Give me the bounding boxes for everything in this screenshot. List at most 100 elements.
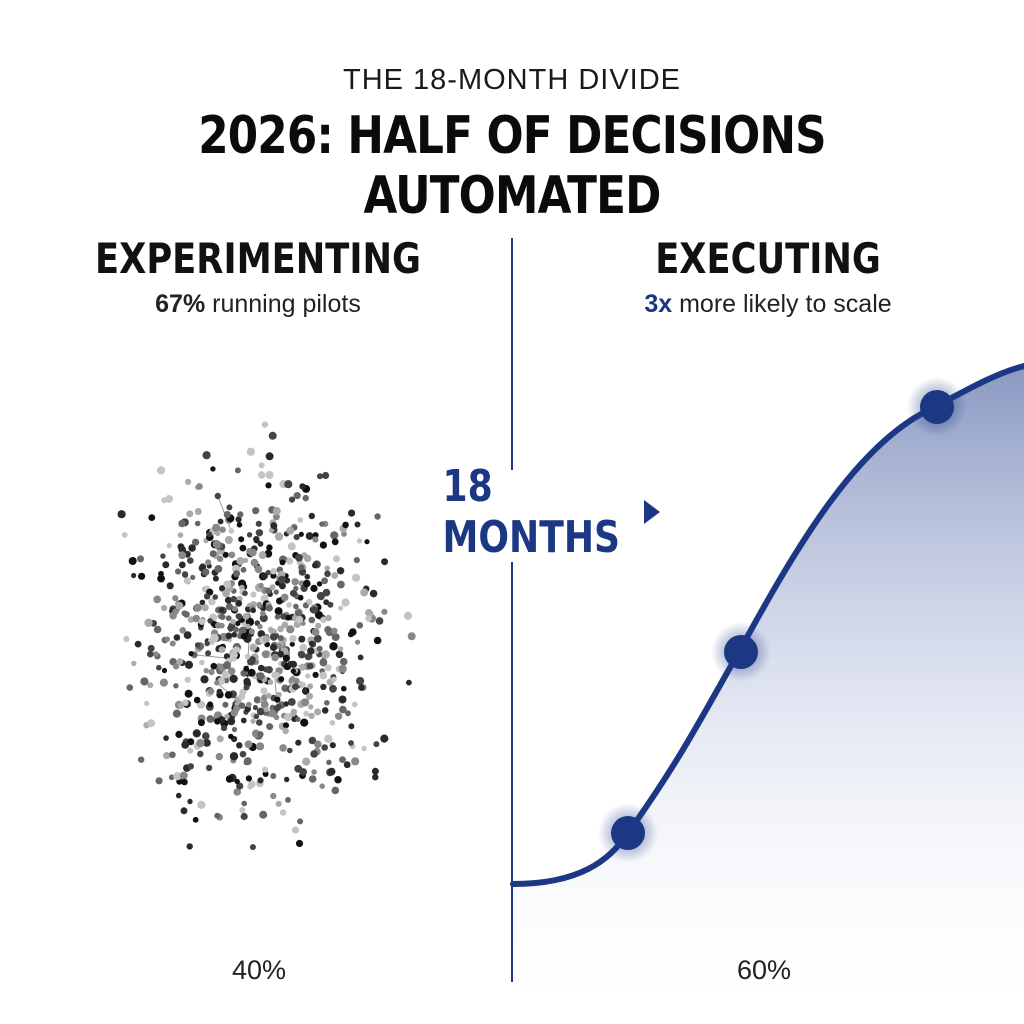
scatter-dot xyxy=(348,509,356,517)
scatter-dot xyxy=(295,553,303,562)
scatter-dot xyxy=(265,666,273,674)
scatter-dot xyxy=(261,421,269,428)
scatter-dot xyxy=(406,679,412,686)
scatter-dot xyxy=(316,592,325,601)
scatter-dot xyxy=(315,622,322,629)
scatter-dot xyxy=(289,635,297,643)
scatter-dot xyxy=(202,732,210,740)
scatter-dot xyxy=(320,651,329,659)
scatter-dot xyxy=(286,557,294,565)
scatter-dot xyxy=(175,730,183,738)
scatter-dot xyxy=(286,625,295,634)
scatter-dot xyxy=(319,783,326,789)
scatter-dot xyxy=(198,618,206,625)
scatter-dot xyxy=(203,739,211,747)
scatter-dot xyxy=(308,640,315,647)
scatter-dot xyxy=(270,568,277,575)
scatter-dot xyxy=(238,626,247,635)
scatter-dot xyxy=(187,798,193,805)
scatter-dot xyxy=(193,696,201,704)
scatter-dot xyxy=(201,604,209,612)
scatter-dot xyxy=(272,507,281,515)
scatter-dot xyxy=(233,788,241,796)
right-stat-text: more likely to scale xyxy=(672,290,892,318)
right-column-title: EXECUTING xyxy=(655,234,881,283)
scatter-dot xyxy=(274,696,281,703)
scatter-dot xyxy=(263,706,269,713)
scatter-dot xyxy=(319,521,325,527)
scatter-dot xyxy=(238,536,245,543)
scatter-dot xyxy=(180,807,188,815)
scatter-dot xyxy=(373,741,380,748)
scatter-dot xyxy=(246,447,255,456)
scatter-dot xyxy=(308,736,317,745)
scatter-dot xyxy=(222,589,231,598)
scatter-dot xyxy=(261,650,270,659)
scatter-dot xyxy=(331,627,338,634)
scatter-dot xyxy=(268,627,274,634)
scatter-dot xyxy=(131,660,137,667)
scatter-dot xyxy=(257,471,266,479)
scatter-dot xyxy=(206,715,215,723)
scatter-dot xyxy=(311,769,317,775)
scatter-dot xyxy=(165,495,173,503)
scatter-dot xyxy=(131,572,137,579)
scatter-dot xyxy=(172,608,179,615)
scatter-dot xyxy=(287,698,296,706)
scatter-dot xyxy=(338,695,347,704)
scatter-dot xyxy=(339,657,348,666)
scatter-dot xyxy=(223,511,231,519)
scatter-dot xyxy=(208,668,215,676)
scatter-dot xyxy=(164,636,170,642)
scatter-dot xyxy=(357,654,364,661)
scatter-dot xyxy=(291,578,299,586)
left-stat-value: 67% xyxy=(155,290,206,318)
scatter-dot xyxy=(297,517,304,523)
scatter-dot xyxy=(354,521,361,528)
scatter-dot xyxy=(250,718,256,724)
scatter-dot xyxy=(287,747,293,754)
scatter-dot xyxy=(312,562,318,569)
scatter-dot xyxy=(348,723,355,730)
scatter-dot xyxy=(325,614,332,622)
scatter-dot xyxy=(303,710,310,717)
scatter-dot xyxy=(277,650,284,658)
scatter-dot xyxy=(274,614,281,620)
scatter-dot xyxy=(373,636,382,645)
scatter-dot xyxy=(161,604,168,612)
scatter-dot xyxy=(276,597,283,605)
scatter-dot xyxy=(173,772,182,781)
scatter-dot xyxy=(356,676,365,686)
scatter-dot xyxy=(282,727,289,735)
scatter-dot xyxy=(210,662,218,670)
scatter-dot xyxy=(223,580,231,589)
scatter-dot xyxy=(283,701,289,707)
scatter-dot xyxy=(331,538,339,546)
scatter-dot xyxy=(260,700,269,709)
scatter-dot xyxy=(218,646,226,653)
scatter-dot xyxy=(329,742,336,749)
left-column-title: EXPERIMENTING xyxy=(95,234,421,283)
scatter-dot xyxy=(339,705,347,714)
scatter-dot xyxy=(185,478,192,485)
scatter-dot xyxy=(381,608,388,615)
scatter-dot xyxy=(199,659,205,666)
scatter-dot xyxy=(284,776,290,783)
scatter-dot xyxy=(242,613,250,620)
scatter-dot xyxy=(228,551,236,559)
scatter-dot xyxy=(281,621,289,629)
scatter-dot xyxy=(356,622,364,629)
scatter-dot xyxy=(349,628,357,636)
scatter-dot xyxy=(177,532,184,538)
scatter-dot xyxy=(230,595,237,603)
scatter-dot xyxy=(233,570,240,578)
scatter-dot xyxy=(331,786,340,795)
scatter-dot xyxy=(250,558,259,567)
scatter-dot xyxy=(203,593,211,600)
scatter-dot xyxy=(235,620,241,627)
scatter-dot xyxy=(329,642,338,651)
scatter-dot xyxy=(224,691,233,699)
scatter-dot xyxy=(172,709,181,718)
curve-point-1 xyxy=(611,816,645,850)
scatter-dot xyxy=(243,677,251,685)
